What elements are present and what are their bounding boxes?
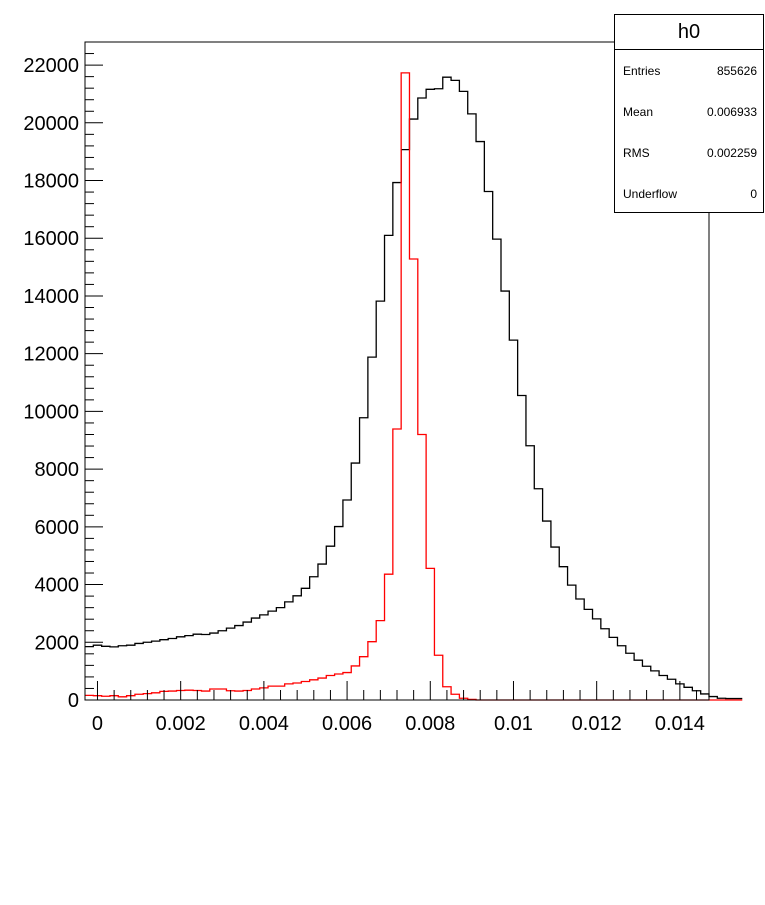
stats-row-underflow: Underflow 0 bbox=[615, 173, 763, 214]
x-tick-label: 0.008 bbox=[405, 713, 455, 735]
x-tick-label: 0.012 bbox=[572, 713, 622, 735]
y-tick-label: 18000 bbox=[23, 171, 79, 193]
x-tick-label: 0 bbox=[92, 713, 103, 735]
y-tick-label: 8000 bbox=[35, 459, 80, 481]
x-tick-label: 0.01 bbox=[494, 713, 533, 735]
stats-row-entries: Entries 855626 bbox=[615, 50, 763, 91]
stats-row-mean: Mean 0.006933 bbox=[615, 91, 763, 132]
y-tick-label: 20000 bbox=[23, 113, 79, 135]
stats-value: 0 bbox=[750, 186, 757, 201]
x-tick-label: 0.004 bbox=[239, 713, 289, 735]
stats-title: h0 bbox=[615, 15, 763, 50]
stats-value: 0.002259 bbox=[706, 145, 757, 160]
stats-value: 0.006933 bbox=[706, 104, 757, 119]
stats-label: Underflow bbox=[623, 186, 678, 201]
x-tick-label: 0.014 bbox=[655, 713, 705, 735]
y-tick-label: 10000 bbox=[23, 401, 79, 423]
y-tick-label: 4000 bbox=[35, 575, 80, 597]
stats-label: Mean bbox=[623, 104, 654, 119]
x-tick-label: 0.006 bbox=[322, 713, 372, 735]
stats-label: Entries bbox=[623, 63, 661, 78]
stats-label: RMS bbox=[623, 145, 650, 160]
y-tick-label: 14000 bbox=[23, 286, 79, 308]
y-tick-label: 0 bbox=[68, 690, 79, 712]
y-tick-label: 12000 bbox=[23, 344, 79, 366]
stats-box: h0 Entries 855626 Mean 0.006933 RMS 0.00… bbox=[614, 14, 764, 213]
x-tick-label: 0.002 bbox=[156, 713, 206, 735]
y-tick-label: 6000 bbox=[35, 517, 80, 539]
stats-row-rms: RMS 0.002259 bbox=[615, 132, 763, 173]
y-tick-label: 16000 bbox=[23, 228, 79, 250]
y-tick-label: 2000 bbox=[35, 632, 80, 654]
stats-value: 855626 bbox=[716, 63, 757, 78]
y-tick-label: 22000 bbox=[23, 55, 79, 77]
